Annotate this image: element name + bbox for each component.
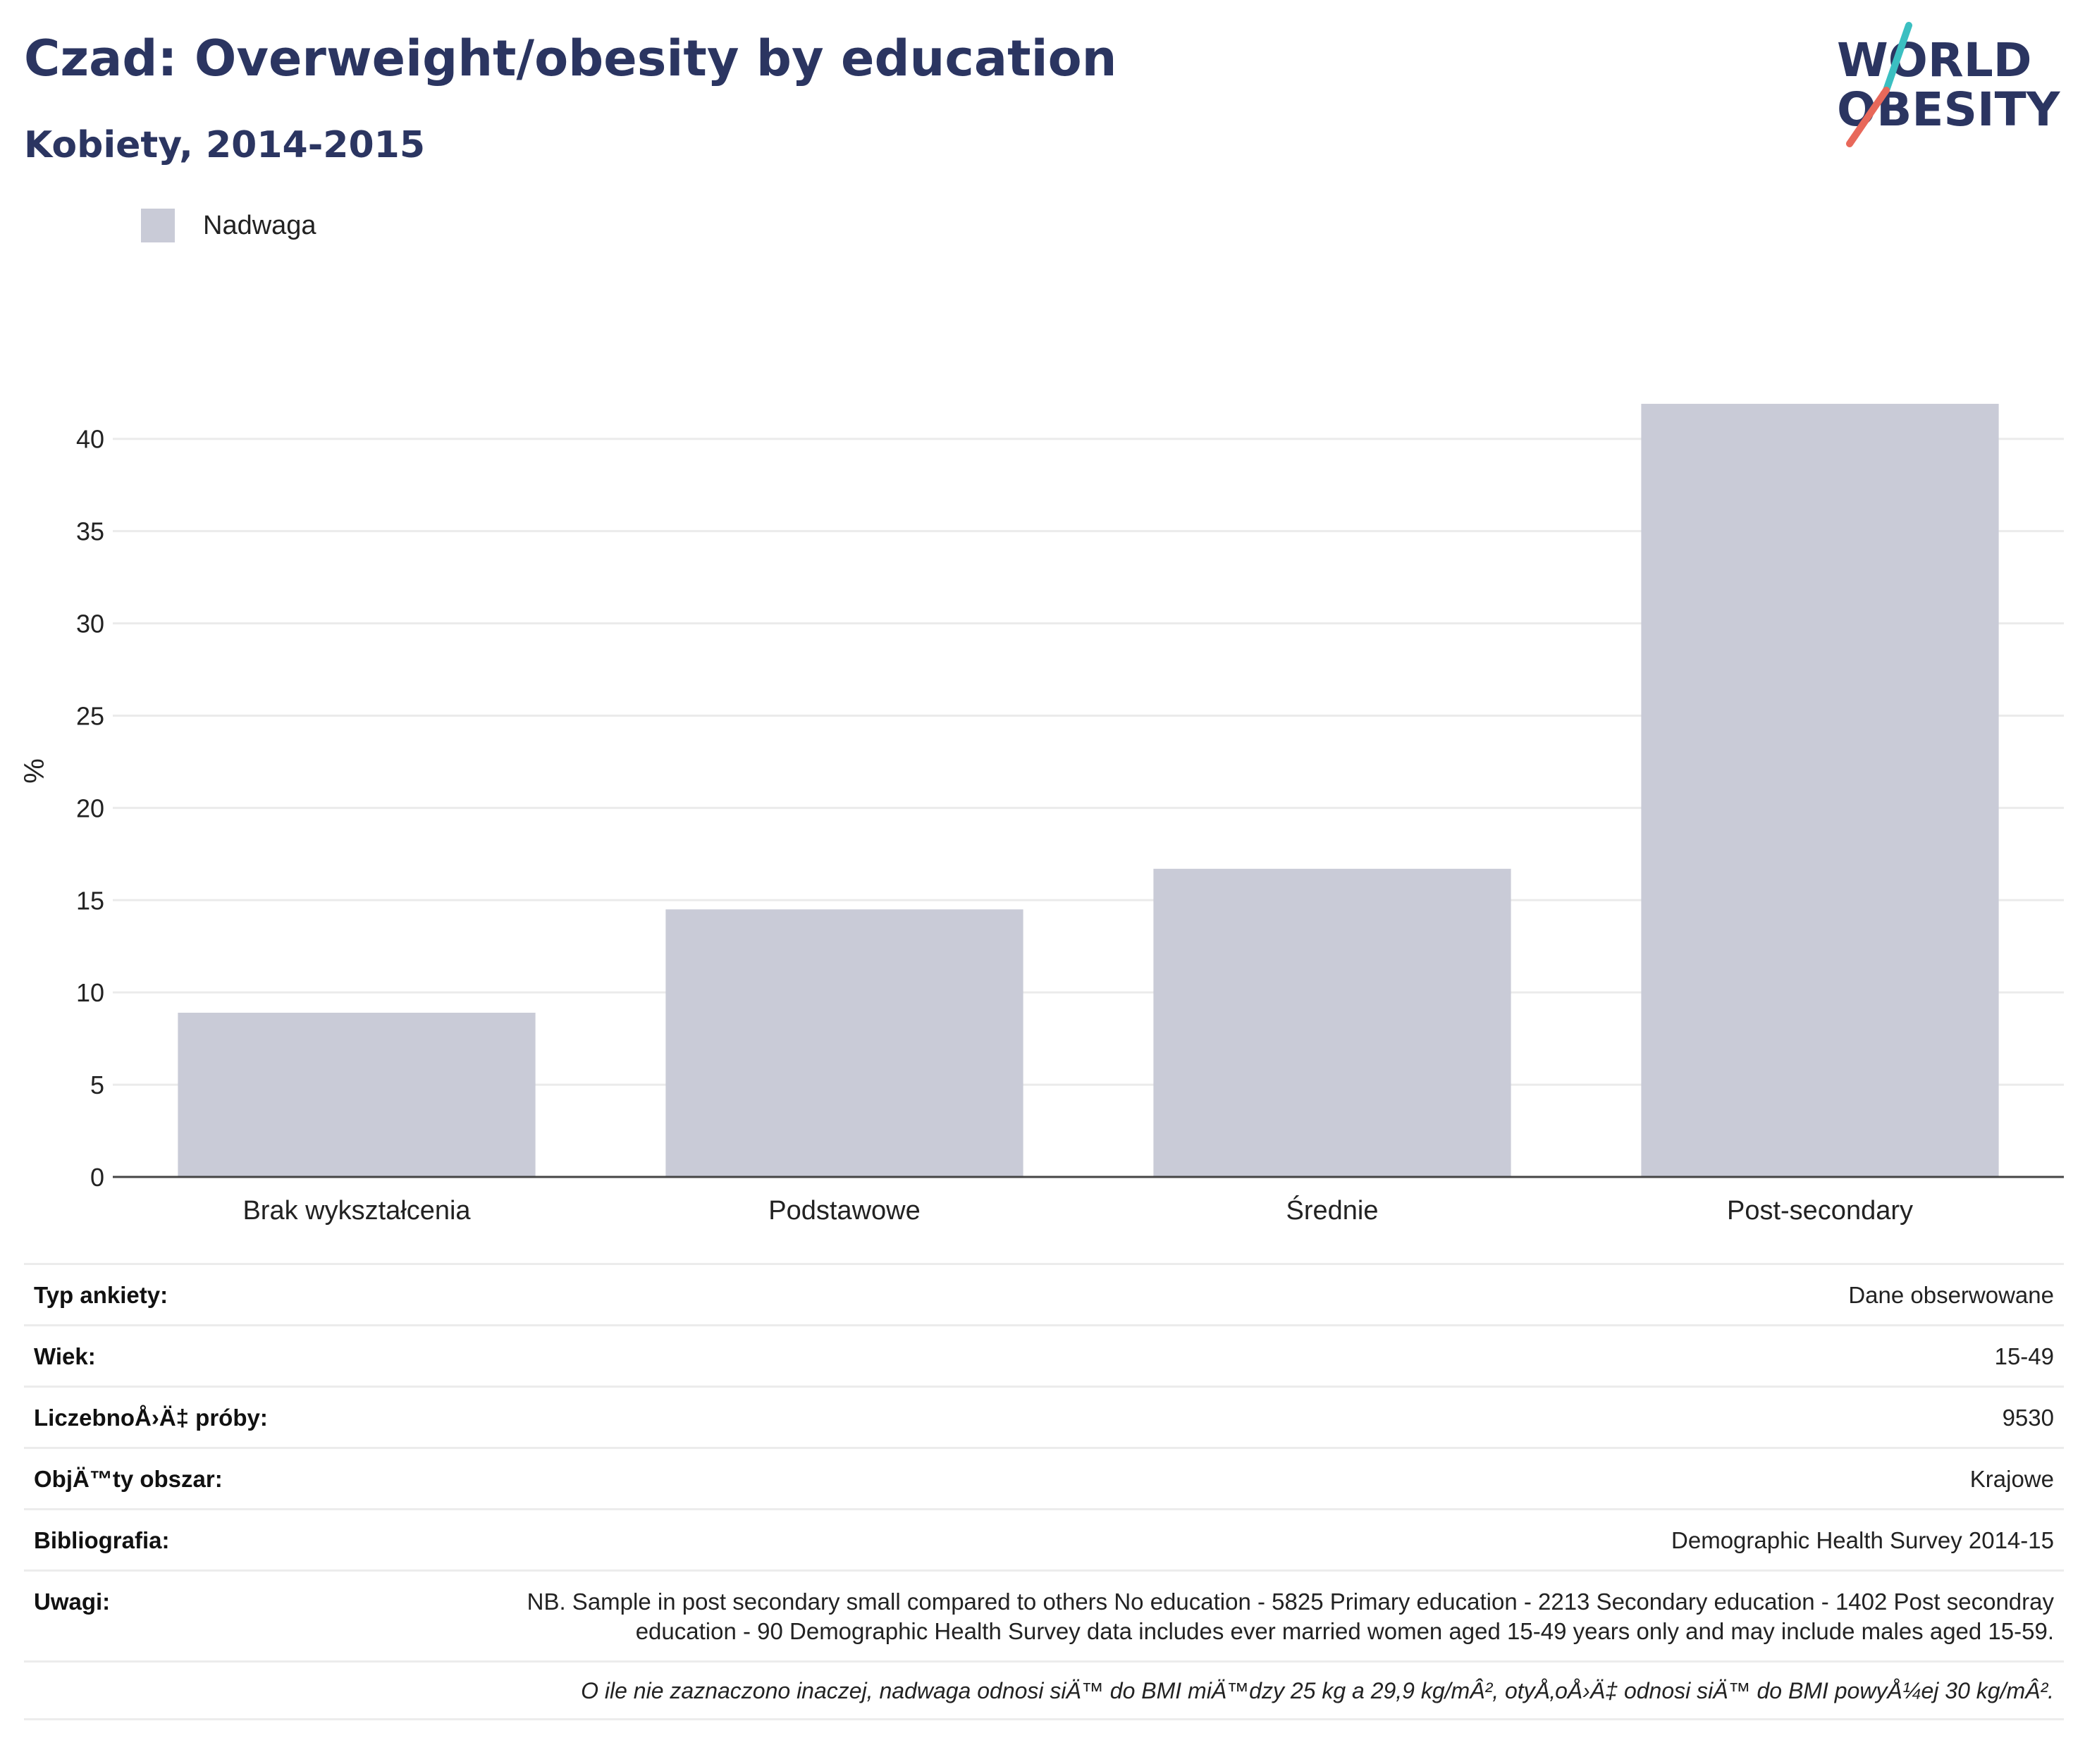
- meta-label: ObjÄ™ty obszar:: [34, 1466, 223, 1492]
- meta-value: 9530: [2002, 1405, 2054, 1431]
- bar-chart: 0 5 10 15 20 25 30 35 40 Brak wykształcenia Podsta…: [19, 403, 2064, 1226]
- y-tick-label: 0: [90, 1163, 104, 1192]
- meta-label: Wiek:: [34, 1343, 96, 1369]
- logo-word-world: WORLD: [1837, 33, 2032, 87]
- bar-1: [178, 1012, 536, 1177]
- x-tick-label: Podstawowe: [768, 1196, 920, 1226]
- bar-2: [665, 909, 1023, 1177]
- meta-row-area-covered: ObjÄ™ty obszar: Krajowe: [24, 1447, 2064, 1508]
- meta-value: NB. Sample in post secondary small compa…: [527, 1589, 2054, 1644]
- meta-row-notes: Uwagi: NB. Sample in post secondary smal…: [24, 1569, 2064, 1660]
- meta-label: Typ ankiety:: [34, 1282, 168, 1308]
- x-tick-label: Brak wykształcenia: [242, 1196, 471, 1226]
- chart-subtitle: Kobiety, 2014-2015: [24, 124, 426, 166]
- y-tick-label: 15: [76, 886, 104, 915]
- x-tick-label: Post-secondary: [1727, 1196, 1913, 1226]
- y-tick-label: 5: [90, 1071, 104, 1099]
- meta-label: Bibliografia:: [34, 1527, 170, 1553]
- meta-row-survey-type: Typ ankiety: Dane obserwowane: [24, 1263, 2064, 1324]
- meta-value: Demographic Health Survey 2014-15: [1671, 1527, 2054, 1553]
- meta-label: LiczebnoÅ›Ä‡ próby:: [34, 1405, 268, 1431]
- y-tick-label: 20: [76, 794, 104, 822]
- meta-row-sample-size: LiczebnoÅ›Ä‡ próby: 9530: [24, 1386, 2064, 1447]
- y-axis-label: %: [19, 758, 50, 784]
- y-tick-label: 30: [76, 610, 104, 639]
- logo-slash-top: [1883, 22, 1912, 94]
- y-tick-label: 35: [76, 517, 104, 546]
- legend-swatch-nadwaga: [141, 209, 175, 242]
- logo-slash-bottom: [1846, 87, 1890, 147]
- survey-metadata-table: Typ ankiety: Dane obserwowane Wiek: 15-4…: [24, 1263, 2064, 1720]
- y-tick-label: 25: [76, 701, 104, 730]
- bar-3: [1153, 868, 1511, 1177]
- meta-value: 15-49: [1994, 1343, 2054, 1369]
- legend-label-nadwaga: Nadwaga: [203, 210, 316, 240]
- meta-value: Krajowe: [1969, 1466, 2054, 1492]
- chart-title: Czad: Overweight/obesity by education: [24, 30, 1117, 87]
- meta-label: Uwagi:: [34, 1589, 111, 1615]
- chart-legend[interactable]: Nadwaga: [141, 209, 316, 242]
- y-tick-label: 10: [76, 978, 104, 1007]
- x-tick-label: Średnie: [1286, 1194, 1379, 1226]
- bar-4: [1641, 403, 1999, 1177]
- definition-footnote: O ile nie zaznaczono inaczej, nadwaga od…: [24, 1660, 2064, 1720]
- world-obesity-logo: WORLD OBESITY: [1837, 22, 2061, 147]
- y-tick-label: 40: [76, 425, 104, 454]
- meta-row-age: Wiek: 15-49: [24, 1324, 2064, 1386]
- meta-row-bibliography: Bibliografia: Demographic Health Survey …: [24, 1508, 2064, 1569]
- meta-value: Dane obserwowane: [1848, 1282, 2054, 1308]
